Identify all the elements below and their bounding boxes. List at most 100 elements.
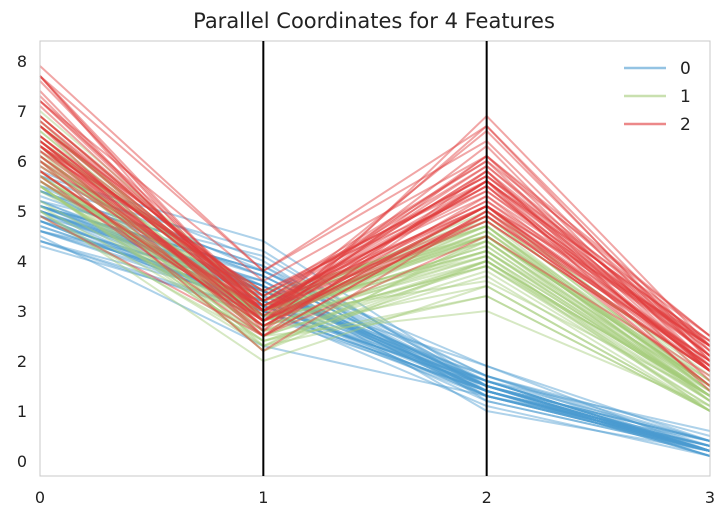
x-tick-label: 0 bbox=[35, 488, 45, 507]
series-2-line bbox=[39, 145, 711, 372]
series-2-line bbox=[39, 155, 711, 392]
series-2-line bbox=[39, 140, 711, 352]
series-2-line bbox=[39, 135, 711, 362]
legend: 0 1 2 bbox=[624, 59, 691, 135]
series-0-line bbox=[39, 185, 711, 452]
series-2-line bbox=[39, 175, 711, 362]
series-0-line bbox=[39, 200, 711, 452]
series-1-line bbox=[39, 170, 711, 402]
series-0-line bbox=[39, 210, 711, 447]
series-0-line bbox=[39, 220, 711, 452]
axes bbox=[39, 40, 711, 477]
series-1-line bbox=[39, 155, 711, 392]
y-tick-label: 4 bbox=[17, 252, 27, 271]
series-2-line bbox=[39, 165, 711, 372]
series-0-line bbox=[39, 210, 711, 452]
series-0-line bbox=[39, 185, 711, 452]
series-2-line bbox=[39, 215, 711, 377]
series-2-line bbox=[39, 75, 711, 347]
series-2-line bbox=[39, 140, 711, 367]
series-2-line bbox=[39, 170, 711, 367]
series-1-line bbox=[39, 170, 711, 412]
series-1-line bbox=[39, 175, 711, 397]
series-1-line bbox=[39, 180, 711, 397]
series-0-line bbox=[39, 210, 711, 452]
series-2-line bbox=[39, 180, 711, 362]
series-1-line bbox=[39, 160, 711, 382]
y-tick-label: 7 bbox=[17, 102, 27, 121]
plot-frame bbox=[39, 40, 711, 477]
series-0-line bbox=[39, 175, 711, 447]
series-0-line bbox=[39, 215, 711, 452]
series-2-line bbox=[39, 120, 711, 347]
series-1-line bbox=[39, 210, 711, 412]
series-1-group bbox=[39, 110, 711, 412]
series-0-line bbox=[39, 195, 711, 452]
series-0-line bbox=[39, 220, 711, 457]
legend-label: 2 bbox=[680, 115, 691, 135]
series-1-line bbox=[39, 185, 711, 407]
series-2-line bbox=[39, 105, 711, 357]
series-2-line bbox=[39, 90, 711, 367]
y-tick-label: 5 bbox=[17, 202, 27, 221]
series-1-line bbox=[39, 130, 711, 392]
series-2-line bbox=[39, 115, 711, 347]
series-2-line bbox=[39, 135, 711, 362]
series-0-line bbox=[39, 240, 711, 452]
series-0-line bbox=[39, 190, 711, 452]
series-1-line bbox=[39, 145, 711, 397]
series-2-line bbox=[39, 125, 711, 337]
series-1-line bbox=[39, 130, 711, 397]
series-1-line bbox=[39, 115, 711, 387]
series-2-line bbox=[39, 75, 711, 347]
x-tick-label: 1 bbox=[258, 488, 268, 507]
series-1-line bbox=[39, 140, 711, 387]
series-2-line bbox=[39, 125, 711, 357]
series-2-line bbox=[39, 150, 711, 347]
series-0-line bbox=[39, 200, 711, 457]
series-0-line bbox=[39, 230, 711, 452]
series-1-line bbox=[39, 145, 711, 387]
series-2-line bbox=[39, 95, 711, 372]
series-2-line bbox=[39, 135, 711, 372]
series-1-line bbox=[39, 180, 711, 407]
series-1-line bbox=[39, 180, 711, 397]
legend-item: 2 bbox=[624, 115, 691, 135]
series-1-line bbox=[39, 160, 711, 412]
series-2-line bbox=[39, 75, 711, 352]
series-0-line bbox=[39, 210, 711, 432]
series-0-line bbox=[39, 210, 711, 452]
series-1-line bbox=[39, 170, 711, 402]
series-1-line bbox=[39, 140, 711, 397]
series-1-line bbox=[39, 200, 711, 392]
series-2-line bbox=[39, 125, 711, 372]
series-0-line bbox=[39, 215, 711, 452]
series-2-line bbox=[39, 80, 711, 357]
series-0-line bbox=[39, 230, 711, 452]
series-0-line bbox=[39, 190, 711, 442]
series-1-line bbox=[39, 125, 711, 387]
series-1-line bbox=[39, 185, 711, 412]
series-1-line bbox=[39, 175, 711, 402]
series-0-line bbox=[39, 230, 711, 447]
series-2-line bbox=[39, 65, 711, 362]
series-0-line bbox=[39, 215, 711, 457]
legend-label: 0 bbox=[680, 59, 691, 79]
series-0-line bbox=[39, 190, 711, 442]
series-2-line bbox=[39, 140, 711, 357]
legend-item: 1 bbox=[624, 87, 691, 107]
series-2-line bbox=[39, 75, 711, 362]
series-1-line bbox=[39, 155, 711, 397]
series-1-line bbox=[39, 210, 711, 412]
series-2-line bbox=[39, 125, 711, 342]
legend-item: 0 bbox=[624, 59, 691, 79]
series-1-line bbox=[39, 120, 711, 392]
series-1-line bbox=[39, 160, 711, 387]
series-0-line bbox=[39, 205, 711, 452]
series-0-line bbox=[39, 210, 711, 452]
series-2-line bbox=[39, 115, 711, 357]
series-1-line bbox=[39, 165, 711, 387]
series-0-line bbox=[39, 230, 711, 452]
series-0-line bbox=[39, 205, 711, 442]
